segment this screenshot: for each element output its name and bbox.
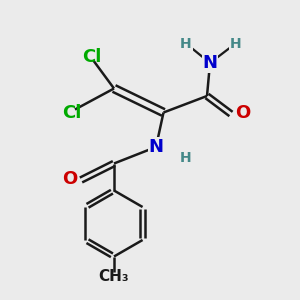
Text: H: H: [180, 37, 192, 50]
Text: H: H: [180, 151, 192, 164]
Text: CH₃: CH₃: [99, 269, 129, 284]
Text: N: N: [148, 138, 164, 156]
Text: N: N: [202, 54, 217, 72]
Text: O: O: [235, 103, 250, 122]
Text: H: H: [230, 37, 241, 50]
Text: Cl: Cl: [82, 48, 101, 66]
Text: Cl: Cl: [62, 103, 81, 122]
Text: O: O: [62, 169, 77, 188]
